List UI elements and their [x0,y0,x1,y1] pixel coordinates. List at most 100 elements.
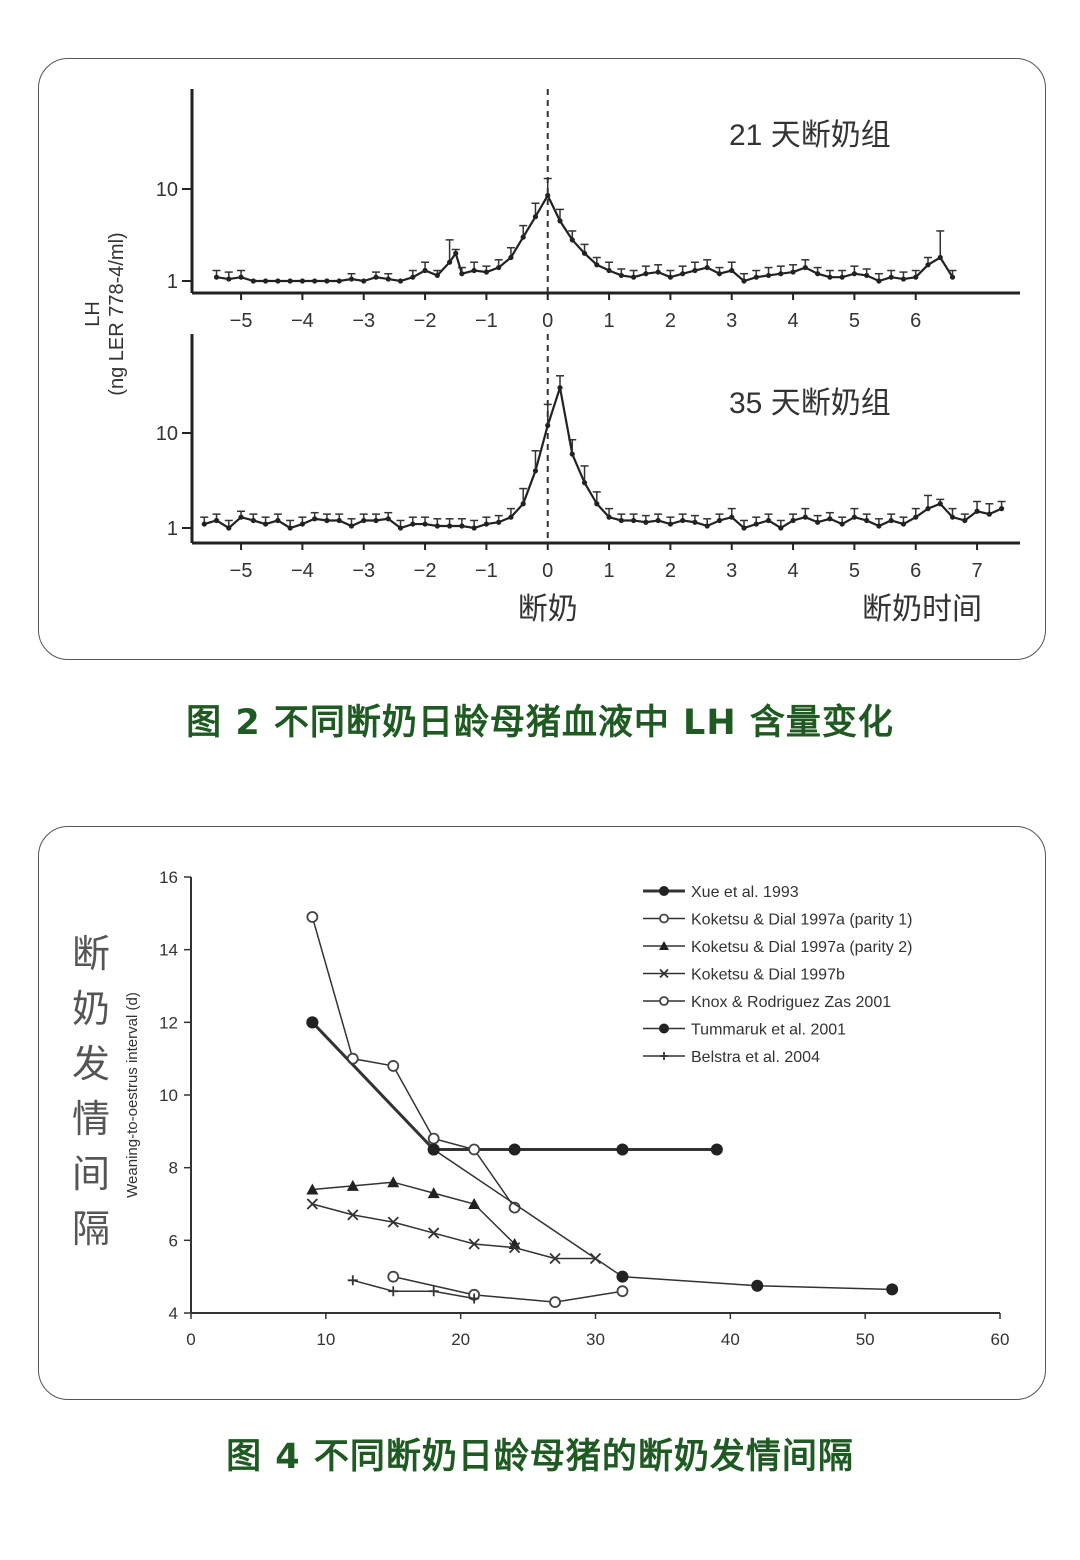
marker-open-circle [659,996,669,1006]
marker-filled-circle [659,886,669,896]
lh-data-point [287,525,293,531]
marker-filled-circle [710,1143,723,1156]
lh-data-point [655,269,661,275]
x-tick-label: 4 [788,310,799,332]
lh-data-point [778,525,784,531]
lh-data-point [361,278,367,284]
lh-data-point [520,234,526,240]
lh-data-point [557,385,563,391]
x-tick-label: −5 [230,560,253,582]
marker-open-circle [616,1285,629,1298]
x-tick-label: 3 [726,560,737,582]
marker-triangle [468,1198,481,1209]
lh-data-point [704,523,710,529]
lh-data-point [765,272,772,279]
lh-data-point [508,514,514,520]
marker-plus [388,1286,399,1297]
lh-data-point [581,250,588,256]
marker-x [428,1227,440,1239]
lh-data-point [704,264,710,271]
y-tick-label: 10 [156,179,178,201]
lh-data-point [459,271,465,277]
marker-plus [347,1275,358,1286]
y-tick-label: 4 [169,1304,178,1323]
lh-data-point [238,514,244,520]
lh-data-point [508,254,514,261]
x-tick-label: 1 [604,560,615,582]
x-tick-label: 5 [849,310,860,332]
lh-data-point [545,192,551,199]
lh-data-point [226,525,232,531]
lh-data-point [453,250,459,256]
x-tick-label: 0 [186,1330,195,1349]
lh-data-point [876,523,882,529]
x-tick-label: −2 [414,310,437,332]
lh-data-point [900,276,907,282]
lh-data-point [434,523,440,529]
lh-data-point [999,506,1005,512]
lh-data-point [753,274,759,280]
lh-data-point [815,271,821,277]
lh-data-point [729,267,735,274]
lh-data-point [336,517,342,524]
lh-data-point [618,272,624,279]
side-label-char: 发 [72,1044,110,1086]
lh-data-point [434,272,440,279]
lh-data-point [385,276,391,282]
lh-data-point [729,514,735,520]
marker-x [508,1241,521,1254]
lh-data-point [263,521,269,527]
lh-data-point [275,278,281,284]
marker-open-circle [427,1132,440,1145]
lh-data-point [765,517,772,524]
lh-data-point [557,218,563,224]
lh-data-point [667,274,674,280]
lh-data-point [655,517,661,524]
lh-data-point [299,278,305,284]
lh-data-point [397,278,404,284]
x-tick-label: −4 [291,310,314,332]
marker-filled-circle [427,1143,440,1156]
lh-data-point [827,516,833,522]
lh-data-point [974,508,980,514]
marker-open-circle [468,1143,481,1156]
lh-data-point [238,274,244,280]
lh-data-point [925,506,931,512]
lh-data-point [937,501,943,507]
side-label-char: 情 [72,1099,110,1141]
marker-triangle [387,1176,400,1188]
lh-data-point [827,274,833,280]
lh-data-point [937,254,943,261]
marker-triangle [306,1183,319,1195]
lh-data-point [913,274,919,280]
series-line-6 [352,1279,475,1300]
lh-data-point [422,267,428,274]
lh-data-point [888,274,894,280]
lh-data-point [618,517,624,524]
marker-triangle [659,941,669,950]
lh-data-point [581,480,588,486]
marker-x [549,1252,561,1265]
x-tick-label: 7 [972,560,983,582]
lh-data-point [790,517,796,524]
side-label-char: 隔 [72,1209,110,1251]
lh-data-point [741,278,747,284]
lh-data-point [851,271,858,277]
x-tick-label: 1 [604,310,615,332]
marker-filled-circle [616,1143,629,1156]
y-tick-label: 16 [159,868,178,887]
y-tick-label: 6 [169,1231,178,1250]
lh-data-point [864,517,870,524]
marker-open-circle [659,913,669,924]
lh-data-point [851,514,858,520]
y-axis-title-line2: (ng LER 778-4/ml) [106,232,128,395]
legend-label: Koketsu & Dial 1997a (parity 2) [691,939,912,956]
lh-data-point [324,517,330,524]
lh-data-point [447,523,453,529]
x-tick-label: −4 [291,560,314,582]
marker-x [387,1216,399,1228]
y-axis-title: Weaning-to-oestrus interval (d) [124,992,141,1198]
lh-data-point [496,264,502,271]
series-line-2 [312,1181,516,1245]
